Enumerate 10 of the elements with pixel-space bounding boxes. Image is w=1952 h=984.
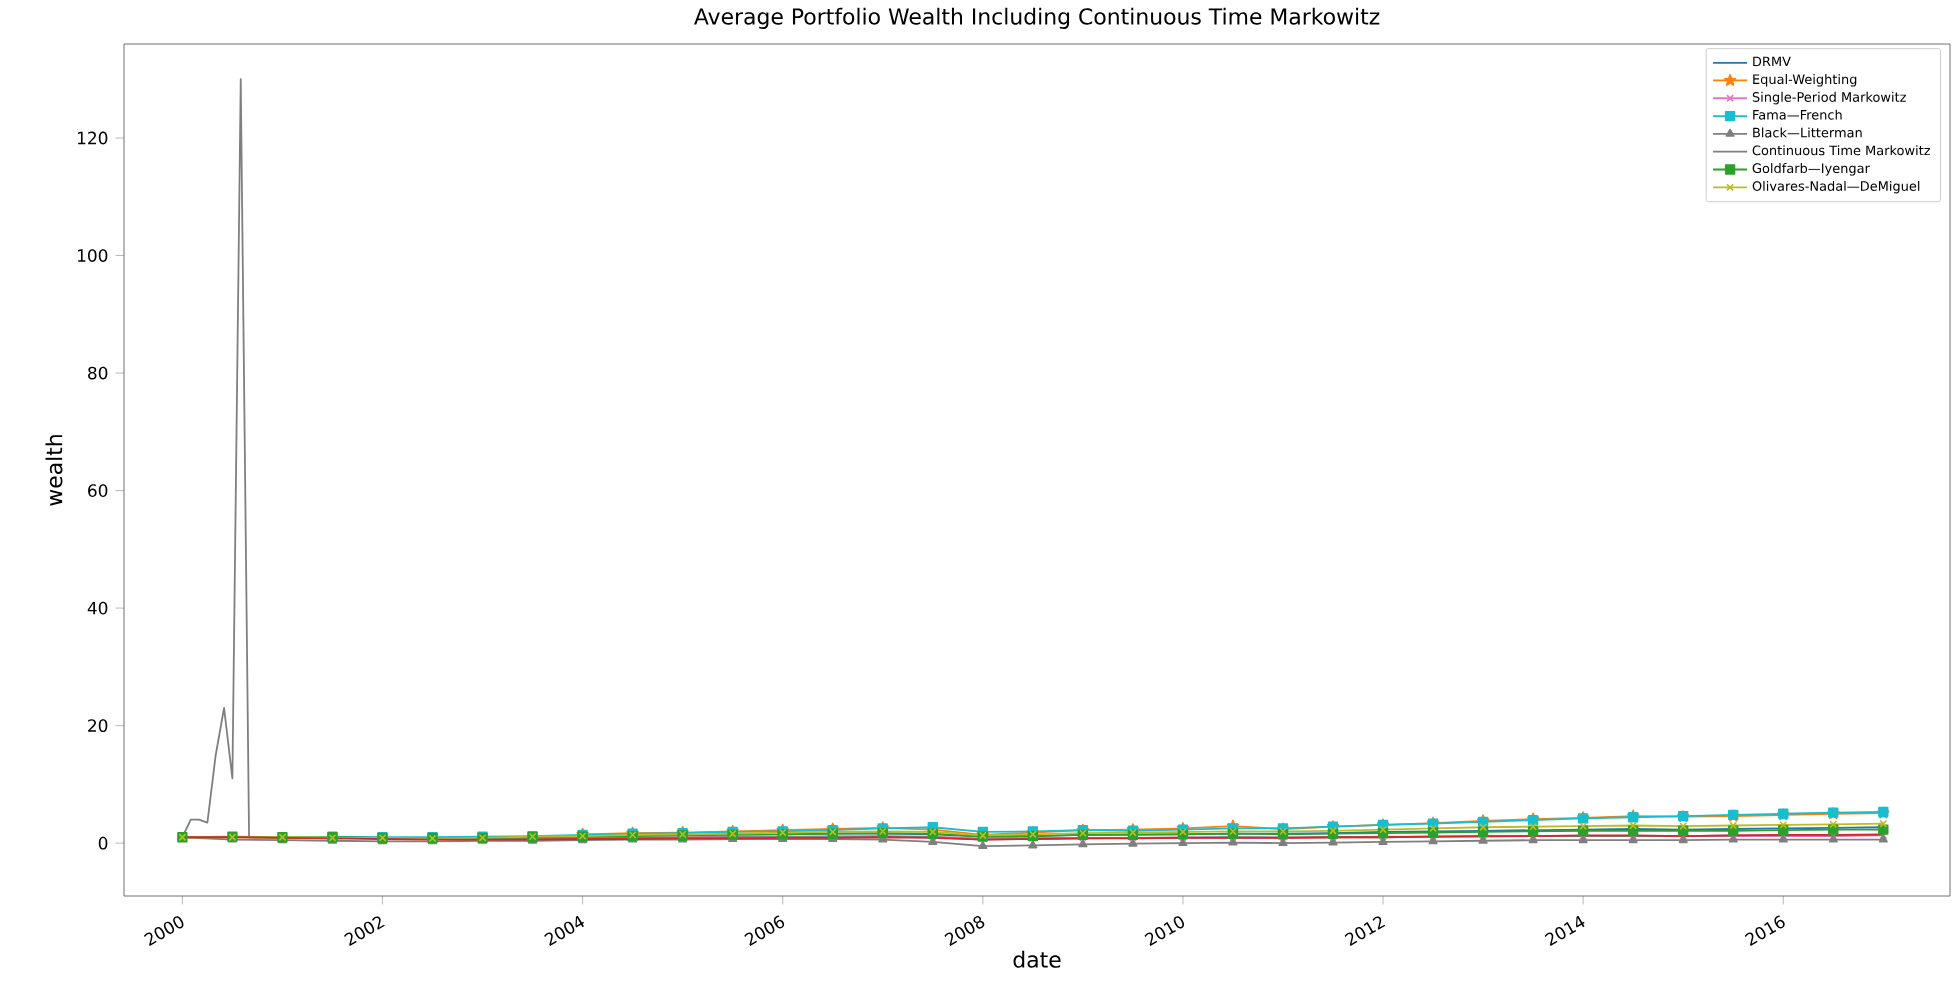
y-tick-label: 80: [88, 366, 108, 380]
y-axis-title: wealth: [45, 435, 63, 506]
y-tick-label: 0: [98, 836, 108, 850]
y-tick-label: 120: [78, 131, 108, 145]
chart-title: Average Portfolio Wealth Including Continuous Time Markowitz: [694, 7, 1380, 29]
x-axis-title: date: [1013, 950, 1061, 968]
y-tick-label: 60: [88, 484, 108, 497]
y-tick-label: 40: [87, 601, 108, 615]
y-tick-label: 100: [78, 249, 108, 262]
y-tick-label: 20: [88, 719, 108, 733]
